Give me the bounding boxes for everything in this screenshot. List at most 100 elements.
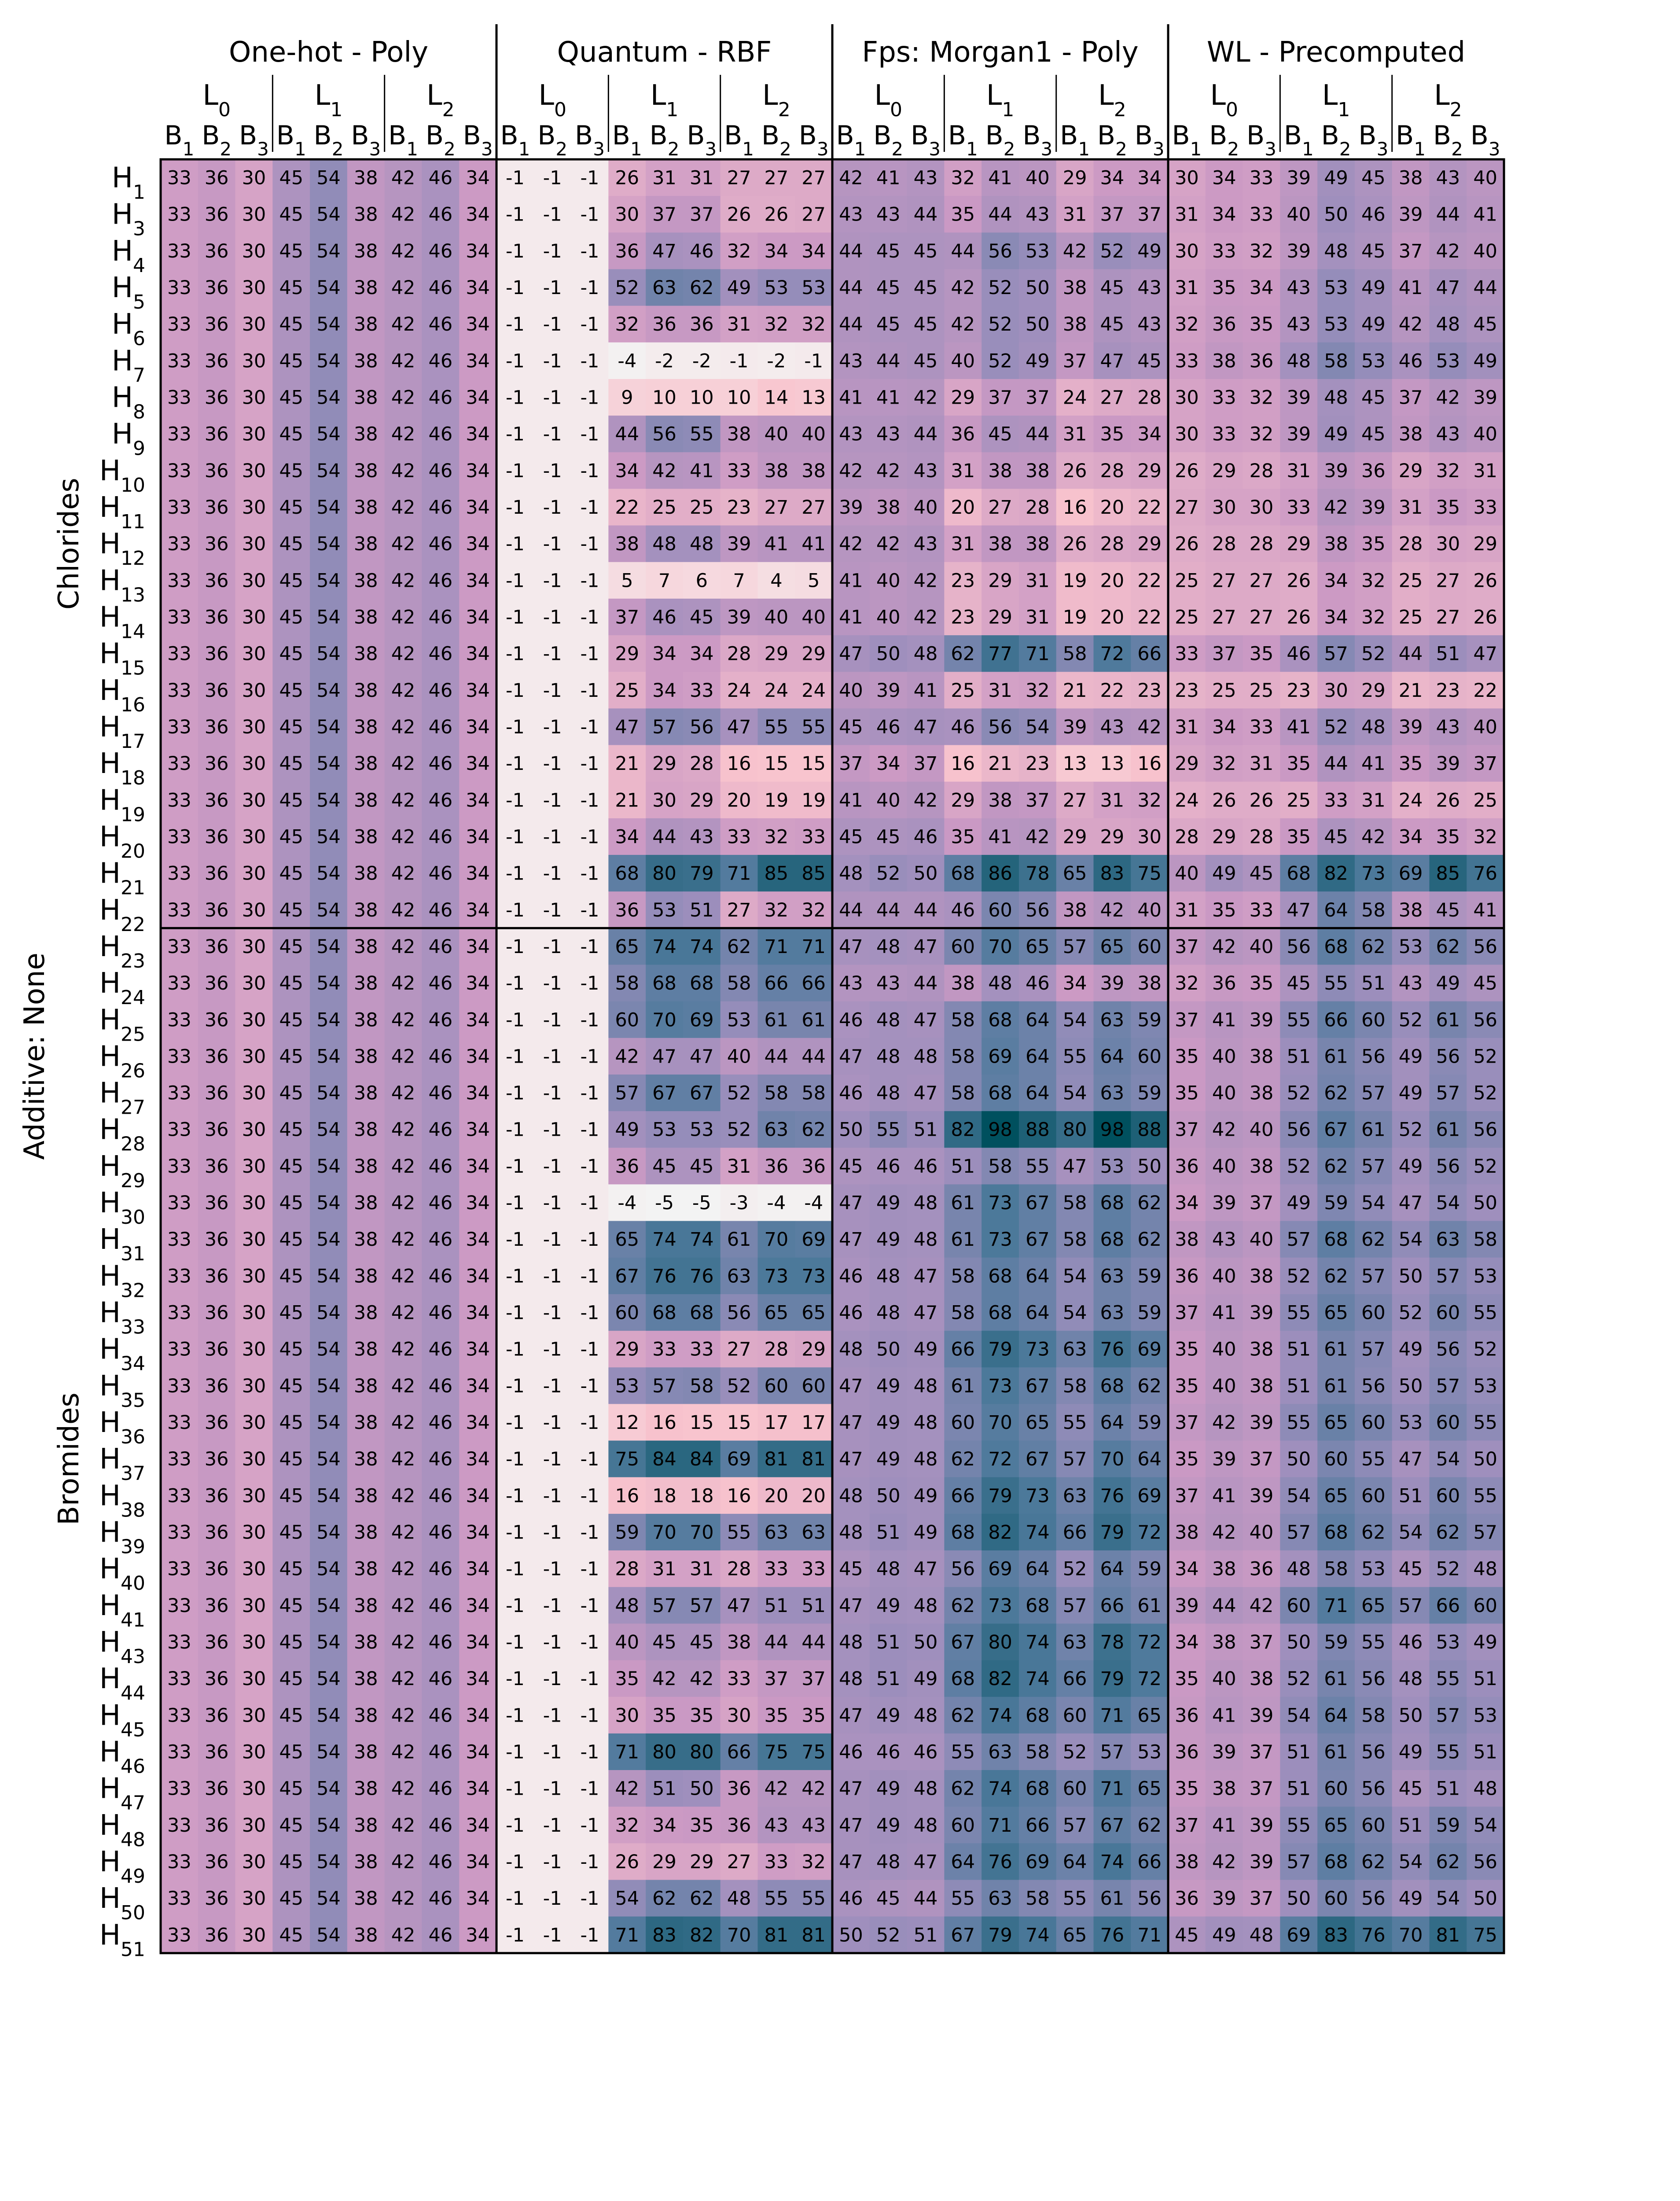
- cell-value-label: 37: [1063, 350, 1087, 372]
- cell-value-label: 45: [279, 1448, 303, 1470]
- cell-value-label: 68: [1324, 1851, 1348, 1873]
- cell-value-label: 56: [1436, 1339, 1460, 1361]
- cell-value-label: 46: [428, 497, 452, 519]
- cell-value-label: 43: [1100, 716, 1125, 738]
- cell-value-label: 28: [690, 753, 714, 775]
- cell-value-label: -1: [543, 204, 562, 226]
- cell-value-label: 64: [1026, 1009, 1050, 1031]
- heatmap-cell: [1205, 708, 1243, 746]
- cell-value-label: 57: [1287, 1522, 1311, 1544]
- heatmap-cell: [1168, 269, 1206, 306]
- cell-value-label: 46: [690, 240, 714, 262]
- cell-value-label: 62: [1137, 1815, 1162, 1837]
- cell-value-label: 55: [1361, 1448, 1386, 1470]
- heatmap-cell: [1317, 305, 1355, 343]
- cell-value-label: 48: [1361, 716, 1386, 738]
- cell-value-label: 31: [1399, 497, 1423, 519]
- heatmap-cell: [310, 708, 348, 746]
- cell-value-label: 40: [1212, 1375, 1236, 1397]
- cell-value-label: 70: [1399, 1924, 1423, 1946]
- cell-value-label: 58: [1361, 1704, 1386, 1726]
- heatmap-cell: [1168, 635, 1206, 672]
- cell-value-label: 42: [391, 863, 415, 885]
- cell-value-label: 38: [354, 1741, 378, 1763]
- cell-value-label: -1: [581, 313, 599, 335]
- cell-value-label: -1: [543, 1009, 562, 1031]
- cell-value-label: 42: [391, 1924, 415, 1946]
- heatmap-cell: [496, 525, 534, 563]
- base-header: B3: [911, 120, 941, 160]
- cell-value-label: 70: [652, 1009, 676, 1031]
- cell-value-label: -2: [767, 350, 786, 372]
- cell-value-label: 38: [876, 497, 901, 519]
- cell-value-label: 34: [466, 1668, 490, 1690]
- cell-value-label: 33: [167, 1265, 191, 1287]
- cell-value-label: 37: [1212, 643, 1236, 665]
- cell-value-label: 38: [354, 277, 378, 299]
- heatmap-cell: [384, 416, 423, 453]
- heatmap-cell: [1467, 232, 1504, 270]
- cell-value-label: 36: [205, 423, 229, 445]
- cell-value-label: 46: [428, 1082, 452, 1104]
- cell-value-label: 46: [428, 1631, 452, 1653]
- heatmap-cell: [1168, 525, 1206, 563]
- cell-value-label: 46: [428, 1485, 452, 1507]
- heatmap-cell: [1093, 489, 1131, 526]
- cell-value-label: 36: [951, 423, 975, 445]
- cell-value-label: 34: [466, 1704, 490, 1726]
- cell-value-label: 47: [839, 936, 863, 958]
- cell-value-label: 43: [1137, 277, 1162, 299]
- heatmap-cell: [1467, 196, 1504, 233]
- cell-value-label: 49: [876, 1778, 901, 1800]
- cell-value-label: 46: [428, 789, 452, 811]
- cell-value-label: 42: [1212, 936, 1236, 958]
- heatmap-cell: [272, 269, 310, 306]
- row-header: H36: [99, 1406, 145, 1448]
- cell-value-label: 44: [1399, 643, 1423, 665]
- cell-value-label: 54: [316, 1924, 341, 1946]
- cell-value-label: 58: [1063, 1375, 1087, 1397]
- cell-value-label: -1: [581, 204, 599, 226]
- cell-value-label: 49: [914, 1339, 938, 1361]
- cell-value-label: 53: [652, 1119, 676, 1141]
- cell-value-label: -1: [506, 460, 525, 482]
- cell-value-label: 53: [1026, 240, 1050, 262]
- cell-value-label: 51: [1287, 1375, 1311, 1397]
- cell-value-label: 45: [876, 826, 901, 848]
- heatmap-cell: [720, 489, 758, 526]
- cell-value-label: 30: [242, 570, 266, 592]
- cell-value-label: 30: [242, 607, 266, 629]
- cell-value-label: 59: [1137, 1265, 1162, 1287]
- cell-value-label: 62: [951, 1595, 975, 1617]
- heatmap-cell: [982, 598, 1019, 636]
- cell-value-label: 55: [1324, 972, 1348, 994]
- heatmap-cell: [907, 416, 945, 453]
- cell-value-label: 45: [279, 1924, 303, 1946]
- cell-value-label: 34: [466, 533, 490, 555]
- cell-value-label: 37: [1175, 1119, 1199, 1141]
- cell-value-label: 57: [1324, 643, 1348, 665]
- heatmap-cell: [571, 708, 609, 746]
- heatmap-cell: [757, 379, 795, 416]
- cell-value-label: 73: [801, 1265, 826, 1287]
- cell-value-label: 59: [1436, 1815, 1460, 1837]
- heatmap-cell: [1056, 342, 1094, 379]
- heatmap-cell: [1354, 489, 1393, 526]
- cell-value-label: 31: [690, 167, 714, 189]
- cell-value-label: 20: [765, 1485, 789, 1507]
- cell-value-label: 29: [951, 789, 975, 811]
- cell-value-label: 38: [1175, 1851, 1199, 1873]
- heatmap-cell: [608, 452, 646, 490]
- heatmap-cell: [982, 562, 1019, 599]
- heatmap-cell: [310, 159, 348, 196]
- cell-value-label: 42: [914, 607, 938, 629]
- cell-value-label: 41: [1399, 277, 1423, 299]
- cell-value-label: -1: [543, 607, 562, 629]
- cell-value-label: 36: [205, 1009, 229, 1031]
- cell-value-label: 30: [242, 1339, 266, 1361]
- cell-value-label: 44: [1473, 277, 1497, 299]
- cell-value-label: 74: [988, 1704, 1012, 1726]
- cell-value-label: 38: [354, 1631, 378, 1653]
- cell-value-label: -1: [506, 789, 525, 811]
- cell-value-label: 33: [167, 1119, 191, 1141]
